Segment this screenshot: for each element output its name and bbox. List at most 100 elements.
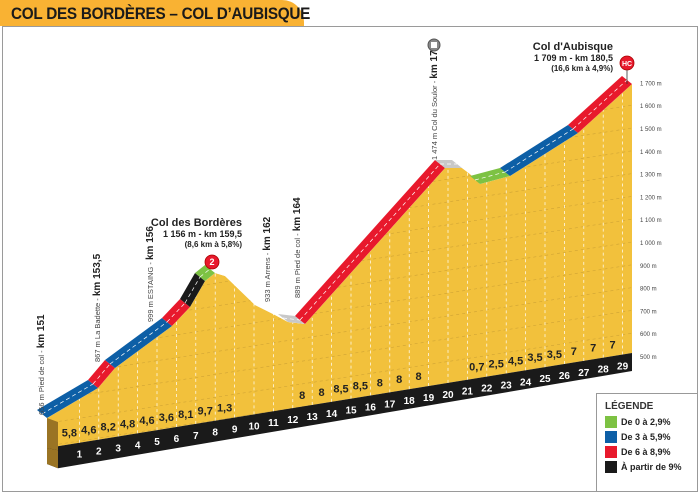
waypoint-label: 933 m Arrens - km 162	[262, 216, 273, 302]
gradient-segment	[500, 125, 578, 176]
gradient-label: 7	[590, 343, 596, 355]
altitude-label: 500 m	[640, 355, 657, 361]
aubisque-category: HC	[622, 61, 632, 68]
waypoint-label: 1 474 m Col du Soulor - km 171	[429, 44, 440, 160]
km-marker: 22	[481, 384, 493, 395]
profile-frame	[2, 26, 698, 492]
segment-dash	[282, 317, 301, 321]
gradient-label: 8	[319, 387, 325, 399]
gradient-label: 3,5	[547, 349, 562, 361]
gradient-label: 1,3	[217, 403, 232, 415]
km-marker: 16	[365, 402, 377, 413]
gradient-label: 7	[610, 340, 616, 352]
km-marker: 6	[174, 434, 180, 445]
altitude-label: 1 500 m	[640, 127, 662, 133]
km-marker: 18	[404, 396, 416, 407]
gradient-label: 2,5	[489, 358, 504, 370]
category-badge-icon	[204, 254, 220, 270]
km-marker: 17	[384, 399, 396, 410]
gradient-label: 4,6	[81, 425, 96, 437]
km-marker: 24	[520, 377, 532, 388]
legend-item-green: De 0 à 2,9%	[605, 416, 697, 428]
gradient-segment	[295, 160, 445, 324]
segment-dash	[92, 363, 111, 385]
legend-swatch	[605, 416, 617, 428]
km-marker: 23	[501, 380, 513, 391]
aubisque-altitude: 1 709 m - km 180,5	[534, 53, 613, 63]
gradient-label: 8	[299, 390, 305, 402]
segment-dash	[474, 171, 506, 181]
col-sprint-icon-glyph	[431, 42, 437, 48]
km-marker: 29	[617, 362, 629, 373]
sky-mask	[47, 30, 632, 418]
segment-dash	[184, 276, 201, 304]
legend-swatch	[605, 446, 617, 458]
waypoint-label: 999 m ESTAING - km 156	[145, 226, 156, 322]
gradient-label: 7	[571, 346, 577, 358]
legend-item-black: À partir de 9%	[605, 461, 697, 473]
km-marker: 28	[598, 365, 610, 376]
waypoint-label: 867 m La Badette - km 153,5	[92, 253, 103, 362]
km-marker: 20	[442, 390, 454, 401]
terrain-fill	[47, 84, 632, 448]
gradient-label: 8	[377, 377, 383, 389]
segment-dash	[199, 268, 211, 278]
legend-item-red: De 6 à 8,9%	[605, 446, 697, 458]
km-marker: 11	[268, 418, 279, 429]
gradient-label: 3,6	[159, 412, 174, 424]
km-marker: 8	[212, 428, 218, 439]
altitude-gridline	[46, 287, 633, 378]
legend-label: De 3 à 5,9%	[621, 432, 671, 442]
gradient-label: 4,8	[120, 418, 135, 430]
waypoint-label: 889 m Pied de col - km 164	[292, 197, 303, 298]
legend-label: De 6 à 8,9%	[621, 447, 671, 457]
gradient-label: 8	[416, 371, 422, 383]
km-marker: 13	[307, 412, 319, 423]
gradient-label: 4,5	[508, 355, 523, 367]
aubisque-name: Col d'Aubisque	[533, 41, 613, 53]
km-marker: 27	[578, 368, 590, 379]
legend-swatch	[605, 431, 617, 443]
km-marker: 14	[326, 409, 338, 420]
gradient-label: 8	[396, 374, 402, 386]
gradient-label: 3,5	[527, 352, 542, 364]
legend-label: De 0 à 2,9%	[621, 417, 671, 427]
altitude-label: 800 m	[640, 287, 657, 293]
segment-dash	[41, 383, 94, 415]
segment-dash	[166, 302, 186, 323]
gradient-label: 8,5	[353, 380, 368, 392]
altitude-gridline	[46, 332, 633, 424]
legend-title: LÉGENDE	[605, 401, 654, 412]
gradient-label: 8,1	[178, 409, 193, 421]
km-marker: 10	[248, 421, 260, 432]
km-marker: 4	[135, 440, 141, 451]
bordere-name: Col des Bordères	[151, 217, 242, 229]
km-band	[47, 353, 632, 469]
altitude-label: 700 m	[640, 309, 657, 315]
altitude-label: 1 700 m	[640, 81, 662, 87]
altitude-label: 1 600 m	[640, 104, 662, 110]
title-tab: COL DES BORDÈRES – COL D’AUBISQUE	[0, 0, 310, 26]
gradient-segment	[88, 360, 115, 388]
gradient-label: 0,7	[469, 362, 484, 374]
legend-item-blue: De 3 à 5,9%	[605, 431, 697, 443]
gradient-label: 4,6	[139, 415, 154, 427]
km-marker: 19	[423, 393, 435, 404]
km-marker: 5	[154, 437, 160, 448]
altitude-label: 1 200 m	[640, 195, 662, 201]
km-marker: 1	[77, 450, 83, 461]
waypoint-label: 656 m Pied de col - km 151	[36, 314, 47, 415]
km-marker: 15	[345, 406, 357, 417]
band-side	[47, 448, 58, 469]
gradient-label: 8,5	[333, 384, 348, 396]
segment-dash	[109, 321, 168, 365]
km-marker: 12	[287, 415, 299, 426]
altitude-label: 1 100 m	[640, 218, 662, 224]
bordere-category: 2	[209, 257, 214, 267]
km-marker: 7	[193, 431, 199, 442]
km-marker: 25	[539, 374, 551, 385]
altitude-gridline	[46, 310, 633, 401]
gradient-label: 8,2	[101, 421, 116, 433]
km-marker: 26	[559, 371, 571, 382]
